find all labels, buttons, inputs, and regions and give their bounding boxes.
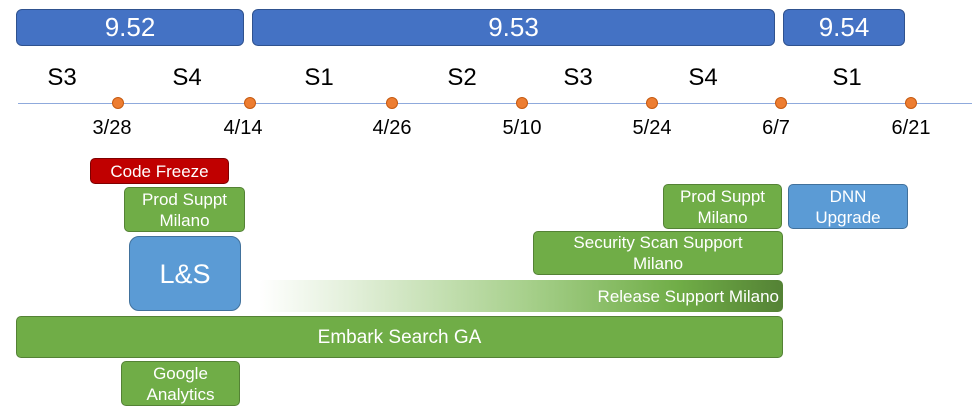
milestone-dot [775, 97, 787, 109]
sprint-label: S4 [172, 64, 202, 91]
release-header-953: 9.53 [252, 9, 775, 46]
code-freeze-bar: Code Freeze [90, 158, 229, 184]
milestone-dot [516, 97, 528, 109]
milestone-date: 4/14 [223, 117, 263, 139]
sprint-label: S3 [563, 64, 593, 91]
google-analytics-bar: Google Analytics [121, 361, 240, 406]
sprint-label: S1 [832, 64, 862, 91]
release-support-milano-bar: Release Support Milano [259, 280, 783, 312]
milestone-date: 5/24 [632, 117, 672, 139]
milestone-date: 4/26 [372, 117, 412, 139]
milestone-date: 6/7 [762, 117, 790, 139]
sprint-label: S2 [447, 64, 477, 91]
milestone-date: 5/10 [502, 117, 542, 139]
prod-suppt-milano-bar-2: Prod Suppt Milano [663, 184, 782, 229]
ls-bar: L&S [129, 236, 241, 311]
release-header-952: 9.52 [16, 9, 244, 46]
sprint-label: S1 [304, 64, 334, 91]
dnn-upgrade-bar: DNN Upgrade [788, 184, 908, 229]
milestone-dot [646, 97, 658, 109]
sprint-label: S4 [688, 64, 718, 91]
milestone-dot [905, 97, 917, 109]
sprint-label: S3 [47, 64, 77, 91]
milestone-dot [112, 97, 124, 109]
milestone-date: 6/21 [891, 117, 931, 139]
embark-search-ga-bar: Embark Search GA [16, 316, 783, 358]
milestone-dot [244, 97, 256, 109]
release-header-954: 9.54 [783, 9, 905, 46]
timeline-axis [18, 103, 972, 104]
milestone-dot [386, 97, 398, 109]
milestone-date: 3/28 [92, 117, 132, 139]
prod-suppt-milano-bar: Prod Suppt Milano [124, 187, 245, 232]
security-scan-support-bar: Security Scan Support Milano [533, 231, 783, 275]
